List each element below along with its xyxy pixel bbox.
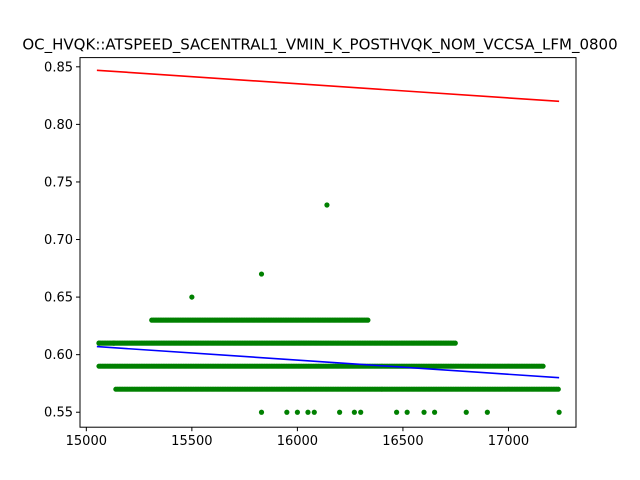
plot-frame	[79, 57, 577, 428]
scatter-point	[394, 409, 400, 415]
y-tick-label: 0.65	[44, 291, 73, 306]
scatter-point	[421, 409, 427, 415]
x-tick-label: 15500	[171, 434, 212, 449]
scatter-point	[404, 409, 410, 415]
y-tick-label: 0.60	[44, 348, 73, 363]
trend-line	[96, 69, 560, 103]
scatter-point	[365, 317, 371, 323]
trend-lines	[96, 69, 560, 379]
scatter-point	[337, 409, 343, 415]
y-tick-label: 0.75	[44, 175, 73, 190]
y-axis: 0.55 0.60 0.65 0.70 0.75 0.80 0.85	[44, 60, 80, 421]
x-tick-label: 16000	[277, 434, 318, 449]
scatter-point	[294, 409, 300, 415]
scatter-point	[311, 409, 317, 415]
scatter-point	[111, 340, 117, 346]
x-tick-label: 17000	[488, 434, 529, 449]
scatter-point	[258, 409, 265, 415]
chart-title: OC_HVQK::ATSPEED_SACENTRAL1_VMIN_K_POSTH…	[22, 36, 617, 55]
scatter-point	[463, 409, 469, 415]
trend-line	[96, 345, 560, 379]
scatter-point	[452, 340, 458, 346]
scatter-point	[555, 386, 561, 392]
x-tick-label: 15000	[66, 434, 107, 449]
x-tick-label: 16500	[382, 434, 423, 449]
scatter-point	[556, 409, 562, 415]
scatter-point	[189, 294, 195, 300]
scatter-point	[540, 363, 546, 369]
y-tick-label: 0.85	[44, 60, 73, 75]
scatter-point	[305, 409, 311, 415]
scatter-point	[351, 409, 357, 415]
y-tick-label: 0.80	[44, 118, 73, 133]
scatter-point	[431, 409, 438, 415]
scatter-point	[258, 271, 265, 277]
scatter-point	[484, 409, 490, 415]
y-tick-label: 0.70	[44, 233, 73, 248]
scatter-point	[358, 409, 364, 415]
scatter-point	[96, 340, 102, 346]
scatter-point	[284, 409, 290, 415]
x-axis: 15000 15500 16000 16500 17000	[66, 427, 529, 449]
scatter-point	[324, 202, 330, 208]
y-tick-label: 0.55	[44, 406, 73, 421]
scatter-points	[96, 202, 562, 415]
